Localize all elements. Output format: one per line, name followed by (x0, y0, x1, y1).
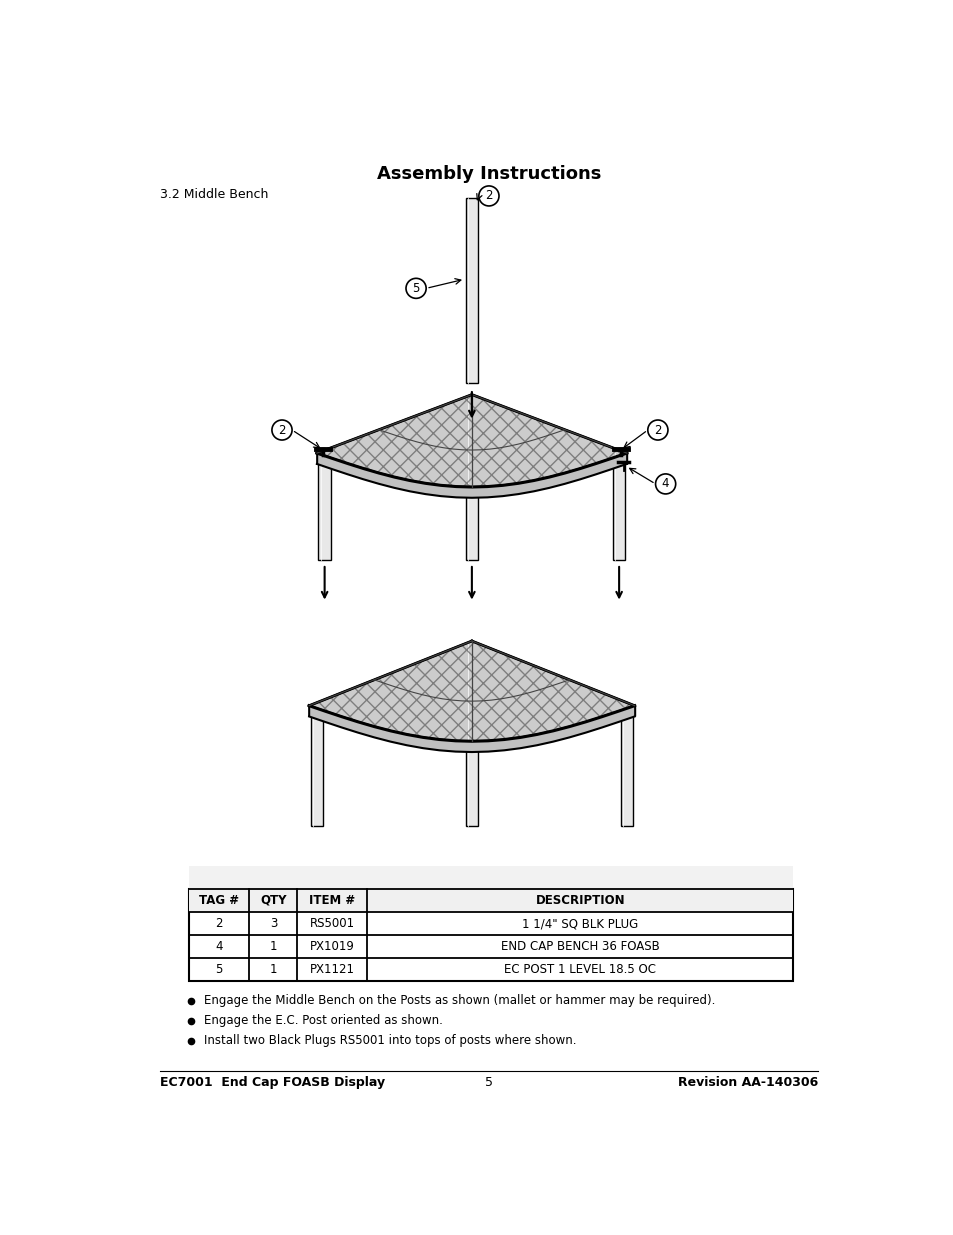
Bar (620, 705, 633, 826)
Text: 1: 1 (270, 963, 277, 977)
Text: ITEM #: ITEM # (309, 894, 355, 906)
Bar (311, 705, 323, 826)
Text: Engage the Middle Bench on the Posts as shown (mallet or hammer may be required): Engage the Middle Bench on the Posts as … (204, 994, 715, 1007)
Text: 2: 2 (654, 424, 661, 436)
Bar (189, 866, 793, 889)
Text: TAG #: TAG # (199, 894, 239, 906)
Text: QTY: QTY (260, 894, 287, 906)
Bar (465, 199, 477, 383)
Bar (465, 642, 477, 826)
Bar (612, 453, 624, 561)
Circle shape (655, 474, 675, 494)
Bar (318, 453, 331, 561)
Text: 4: 4 (215, 940, 223, 953)
Text: Revision AA-140306: Revision AA-140306 (678, 1076, 818, 1089)
Text: END CAP BENCH 36 FOASB: END CAP BENCH 36 FOASB (500, 940, 659, 953)
Text: 2: 2 (278, 424, 286, 436)
Bar (189, 889, 793, 982)
Circle shape (272, 420, 292, 440)
Text: PX1121: PX1121 (310, 963, 355, 977)
Bar (189, 889, 793, 911)
Text: Engage the E.C. Post oriented as shown.: Engage the E.C. Post oriented as shown. (204, 1014, 443, 1028)
Text: 1: 1 (270, 940, 277, 953)
Text: PX1019: PX1019 (310, 940, 355, 953)
Text: 5: 5 (215, 963, 223, 977)
Text: 1 1/4" SQ BLK PLUG: 1 1/4" SQ BLK PLUG (521, 918, 638, 930)
Text: EC7001  End Cap FOASB Display: EC7001 End Cap FOASB Display (159, 1076, 384, 1089)
Text: 3.2 Middle Bench: 3.2 Middle Bench (159, 188, 268, 201)
Text: 4: 4 (661, 478, 669, 490)
Text: Install two Black Plugs RS5001 into tops of posts where shown.: Install two Black Plugs RS5001 into tops… (204, 1034, 577, 1047)
Polygon shape (316, 453, 626, 498)
Polygon shape (309, 641, 634, 741)
Text: 5: 5 (412, 282, 419, 295)
Text: 3: 3 (270, 918, 277, 930)
Text: Assembly Instructions: Assembly Instructions (376, 165, 600, 183)
Text: RS5001: RS5001 (310, 918, 355, 930)
Circle shape (478, 186, 498, 206)
Text: 2: 2 (485, 189, 492, 203)
Circle shape (406, 278, 426, 299)
Polygon shape (316, 395, 626, 487)
Text: 2: 2 (215, 918, 223, 930)
Polygon shape (309, 705, 634, 752)
Text: DESCRIPTION: DESCRIPTION (535, 894, 624, 906)
Text: 5: 5 (484, 1076, 493, 1089)
Text: EC POST 1 LEVEL 18.5 OC: EC POST 1 LEVEL 18.5 OC (504, 963, 656, 977)
Circle shape (647, 420, 667, 440)
Bar (465, 396, 477, 561)
